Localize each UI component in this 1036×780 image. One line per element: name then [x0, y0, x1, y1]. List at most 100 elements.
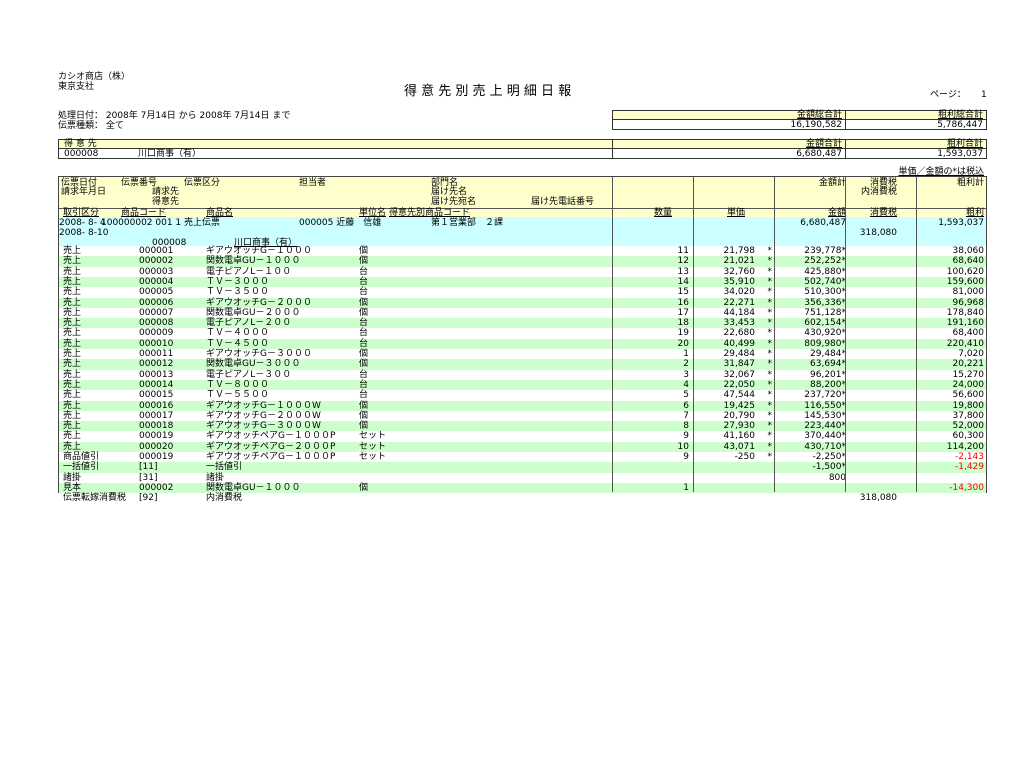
row-item-code: 000018 — [139, 421, 174, 432]
row-trade: 売上 — [63, 256, 82, 267]
row-item-name: 関数電卓GU－３０００ — [206, 359, 301, 370]
row-price: 34,020 — [723, 287, 756, 298]
row-item-name: ギアウオッチペアG－１０００P — [206, 431, 336, 442]
row-price: 31,847 — [723, 359, 756, 370]
row-price: 47,544 — [723, 390, 756, 401]
customer-code: 000008 — [64, 149, 99, 159]
row-unit: 台 — [359, 287, 369, 298]
row-price: 29,484 — [723, 349, 756, 359]
row-price: 33,453 — [723, 318, 756, 329]
row-item-name: ＴＶ－４０００ — [206, 328, 270, 339]
row-price-tax-mark: * — [767, 349, 773, 359]
page-number: 1 — [981, 90, 987, 100]
row-price-tax-mark: * — [767, 452, 773, 462]
row-profit: 68,640 — [952, 256, 985, 267]
h-inner-tax: 内消費税 — [860, 187, 897, 197]
report-title: 得 意 先 別 売 上 明 細 日 報 — [404, 84, 572, 99]
table-row: 見本 000002 関数電卓GU－１０００ 個 1 -14,300 — [59, 482, 986, 494]
table-row: 売上 000004 ＴＶ－３０００ 台 14 35,910 * 502,740* 159,600 — [59, 276, 986, 288]
row-unit: 台 — [359, 369, 369, 380]
row-unit: 台 — [359, 318, 369, 329]
row-price: 32,760 — [723, 266, 756, 277]
row-item-code: 000004 — [139, 276, 174, 287]
table-row: 一括値引 [11] 一括値引 -1,500* -1,429 — [59, 462, 986, 473]
grand-amount-label: 金額総合計 — [796, 110, 842, 120]
row-price: 19,425 — [723, 400, 756, 411]
row-price: 21,021 — [723, 256, 756, 267]
customer-label: 得 意 先 — [64, 139, 97, 149]
row-unit: 台 — [359, 328, 369, 339]
row-trade: 商品値引 — [63, 452, 100, 462]
row-price: -250 — [734, 452, 755, 462]
row-item-name: ギアウオッチG－１０００ — [206, 246, 312, 256]
row-price-tax-mark: * — [767, 400, 773, 411]
row-qty: 1 — [683, 349, 689, 359]
slip-profit: 1,593,037 — [938, 218, 984, 228]
row-qty: 8 — [683, 421, 689, 432]
row-price: 22,680 — [723, 328, 756, 339]
row-price-tax-mark: * — [767, 287, 773, 298]
row-item-name: 関数電卓GU－１０００ — [206, 482, 301, 493]
row-price-tax-mark: * — [767, 369, 773, 380]
h-tax2: 消費税 — [869, 208, 897, 218]
row-trade: 売上 — [63, 359, 82, 370]
row-trade: 売上 — [63, 287, 82, 298]
row-qty: 6 — [683, 400, 689, 411]
row-trade: 伝票転嫁消費税 — [63, 493, 127, 504]
row-item-name: 電子ピアノL－２００ — [206, 318, 292, 329]
row-item-code: 000008 — [139, 318, 174, 329]
row-amount: 145,530* — [804, 410, 846, 421]
row-price: 44,184 — [723, 307, 756, 318]
slip-cust-code: 000008 — [152, 238, 187, 248]
h-slip-kind: 伝票区分 — [184, 178, 221, 188]
row-item-code: 000019 — [139, 452, 174, 462]
row-item-name: 関数電卓GU－２０００ — [206, 307, 301, 318]
table-row: 売上 000013 電子ピアノL－３００ 台 3 32,067 * 96,201* 15,270 — [59, 370, 986, 380]
row-profit: 114,200 — [946, 441, 984, 452]
h-item-code: 商品コード — [121, 208, 167, 218]
table-row: 売上 000016 ギアウオッチG－１０００W 個 6 19,425 * 116,550* 19… — [59, 400, 986, 411]
row-unit: 個 — [359, 256, 369, 267]
row-item-name: ＴＶ－３５００ — [206, 287, 270, 298]
row-profit: 38,060 — [952, 246, 985, 256]
row-amount: 356,336* — [804, 297, 846, 308]
h-slip-no: 伝票番号 — [121, 178, 158, 188]
row-qty: 11 — [677, 246, 689, 256]
row-qty: 15 — [677, 287, 689, 298]
row-profit: 20,221 — [952, 359, 985, 370]
row-item-code: 000009 — [139, 328, 174, 339]
h-ship-tel: 届け先電話番号 — [531, 197, 595, 207]
row-trade: 売上 — [63, 266, 82, 277]
row-price: 41,160 — [723, 431, 756, 442]
row-item-code: 000015 — [139, 390, 174, 401]
row-item-name: 諸掛 — [206, 472, 225, 483]
row-unit: 個 — [359, 307, 369, 318]
h-ship-attn: 届け先宛名 — [431, 197, 477, 207]
row-item-name: ＴＶ－８０００ — [206, 379, 270, 390]
row-trade: 売上 — [63, 390, 82, 401]
row-price: 35,910 — [723, 276, 756, 287]
row-qty: 9 — [683, 431, 689, 442]
h-profit: 粗利 — [965, 208, 984, 218]
row-unit: 台 — [359, 276, 369, 287]
h-staff: 担当者 — [299, 178, 327, 188]
row-qty: 17 — [677, 307, 689, 318]
row-item-code: 000019 — [139, 431, 174, 442]
row-unit: 個 — [359, 400, 369, 411]
row-item-code: 000017 — [139, 410, 174, 421]
h-dept: 部門名 — [431, 178, 459, 188]
company-name: カシオ商店（株） — [58, 72, 131, 82]
h-tax: 消費税 — [869, 178, 897, 188]
customer-profit: 1,593,037 — [937, 149, 983, 159]
customer-profit-label: 粗利合計 — [946, 139, 983, 149]
slip-amount: 6,680,487 — [800, 218, 846, 228]
row-amount: 237,720* — [804, 390, 846, 401]
row-profit: 52,000 — [952, 421, 985, 432]
row-profit: 19,800 — [952, 400, 985, 411]
row-trade: 売上 — [63, 246, 82, 256]
row-price-tax-mark: * — [767, 328, 773, 339]
row-amount: 239,778* — [804, 246, 846, 256]
row-profit: 60,300 — [952, 431, 985, 442]
h-amount: 金額 — [827, 208, 846, 218]
row-price: 32,067 — [723, 369, 756, 380]
